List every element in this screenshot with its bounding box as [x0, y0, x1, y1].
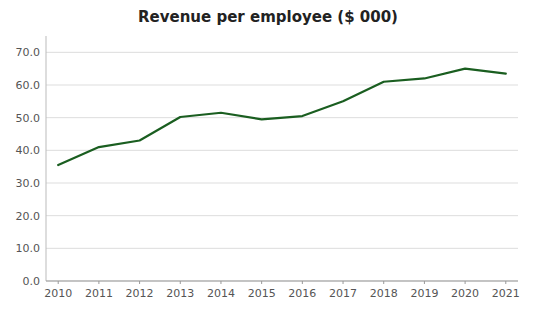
x-tick [180, 281, 181, 284]
x-tick-label: 2012 [126, 287, 154, 300]
x-tick [261, 281, 262, 284]
grid-line [46, 52, 518, 53]
x-tick-label: 2018 [370, 287, 398, 300]
y-grid [46, 52, 518, 281]
x-tick [343, 281, 344, 284]
chart-container: Revenue per employee ($ 000) 0.0 10.0 20.0 3… [0, 0, 536, 311]
x-tick-label: 2016 [288, 287, 316, 300]
x-axis-line [46, 281, 518, 282]
x-tick [220, 281, 221, 284]
x-tick [465, 281, 466, 284]
x-tick [383, 281, 384, 284]
y-axis-line [46, 36, 47, 281]
x-tick [58, 281, 59, 284]
x-tick-labels: 2010 2011 2012 2013 2014 2015 2016 2017 2018 2019… [44, 281, 520, 300]
grid-line [46, 248, 518, 249]
y-tick-label: 10.0 [16, 242, 41, 255]
y-tick-label: 50.0 [16, 112, 41, 125]
x-tick [505, 281, 506, 284]
grid-line [46, 281, 518, 282]
x-tick [424, 281, 425, 284]
title: Revenue per employee ($ 000) [138, 8, 398, 26]
plot-area [58, 69, 506, 165]
y-tick-label: 70.0 [16, 46, 41, 59]
y-tick-label: 60.0 [16, 79, 41, 92]
grid-line [46, 215, 518, 216]
grid-line [46, 85, 518, 86]
x-tick-label: 2010 [44, 287, 72, 300]
x-tick-label: 2013 [166, 287, 194, 300]
x-tick [139, 281, 140, 284]
x-tick-label: 2015 [248, 287, 276, 300]
x-tick-label: 2019 [410, 287, 438, 300]
y-tick-label: 30.0 [16, 177, 41, 190]
grid-line [46, 183, 518, 184]
line [58, 69, 506, 165]
x-tick-label: 2017 [329, 287, 357, 300]
x-tick [302, 281, 303, 284]
grid-line [46, 150, 518, 151]
background [0, 0, 536, 311]
x-tick [98, 281, 99, 284]
x-tick-label: 2021 [492, 287, 520, 300]
x-tick-label: 2014 [207, 287, 235, 300]
y-tick-label: 0.0 [23, 275, 41, 288]
x-tick-label: 2011 [85, 287, 113, 300]
chart-svg: Revenue per employee ($ 000) 0.0 10.0 20.0 3… [0, 0, 536, 311]
y-tick-label: 20.0 [16, 210, 41, 223]
y-tick-labels: 0.0 10.0 20.0 30.0 40.0 50.0 60.0 70.0 [16, 46, 41, 288]
y-tick-label: 40.0 [16, 144, 41, 157]
x-tick-label: 2020 [451, 287, 479, 300]
